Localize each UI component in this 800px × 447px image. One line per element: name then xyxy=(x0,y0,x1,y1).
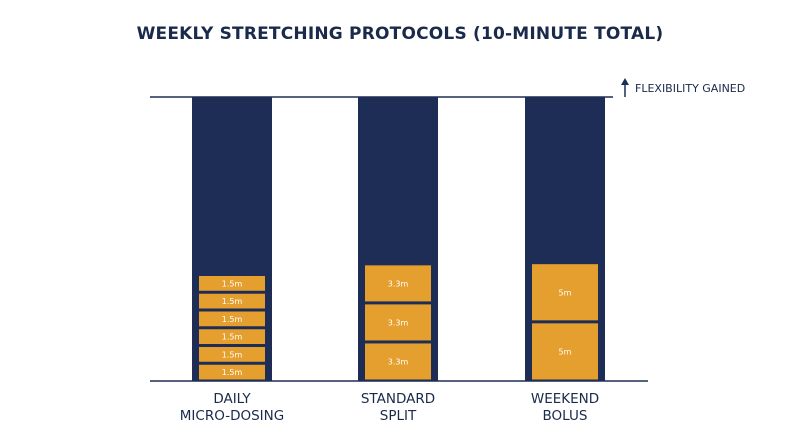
category-label: BOLUS xyxy=(543,408,588,424)
segment-label: 1.5m xyxy=(222,279,243,288)
segment-label: 3.3m xyxy=(388,318,409,327)
bar-segment xyxy=(199,311,265,327)
category-label: MICRO-DOSING xyxy=(180,408,284,424)
segment-label: 1.5m xyxy=(222,315,243,324)
bar-segment xyxy=(532,323,598,380)
bar-segment xyxy=(199,276,265,291)
bar-segment xyxy=(199,347,265,362)
segment-label: 5m xyxy=(559,347,572,356)
bar-segment xyxy=(365,343,431,380)
category-label: SPLIT xyxy=(380,408,417,424)
category-label: WEEKEND xyxy=(531,391,599,407)
segment-label: 1.5m xyxy=(222,350,243,359)
annotation-label: FLEXIBILITY GAINED xyxy=(635,82,745,95)
segment-label: 3.3m xyxy=(388,357,409,366)
chart-title: WEEKLY STRETCHING PROTOCOLS (10-MINUTE T… xyxy=(136,24,664,44)
segment-label: 1.5m xyxy=(222,333,243,342)
segment-label: 3.3m xyxy=(388,279,409,288)
segment-label: 1.5m xyxy=(222,368,243,377)
bar-segment xyxy=(532,264,598,321)
category-label: STANDARD xyxy=(361,391,435,407)
arrow-up-icon xyxy=(621,78,629,85)
segment-label: 1.5m xyxy=(222,297,243,306)
segment-label: 5m xyxy=(559,288,572,297)
category-label: DAILY xyxy=(213,391,251,407)
bar-segment xyxy=(199,329,265,344)
bar-segment xyxy=(199,364,265,380)
bar-segment xyxy=(365,304,431,341)
bar-segment xyxy=(365,265,431,302)
bar-segment xyxy=(199,293,265,309)
